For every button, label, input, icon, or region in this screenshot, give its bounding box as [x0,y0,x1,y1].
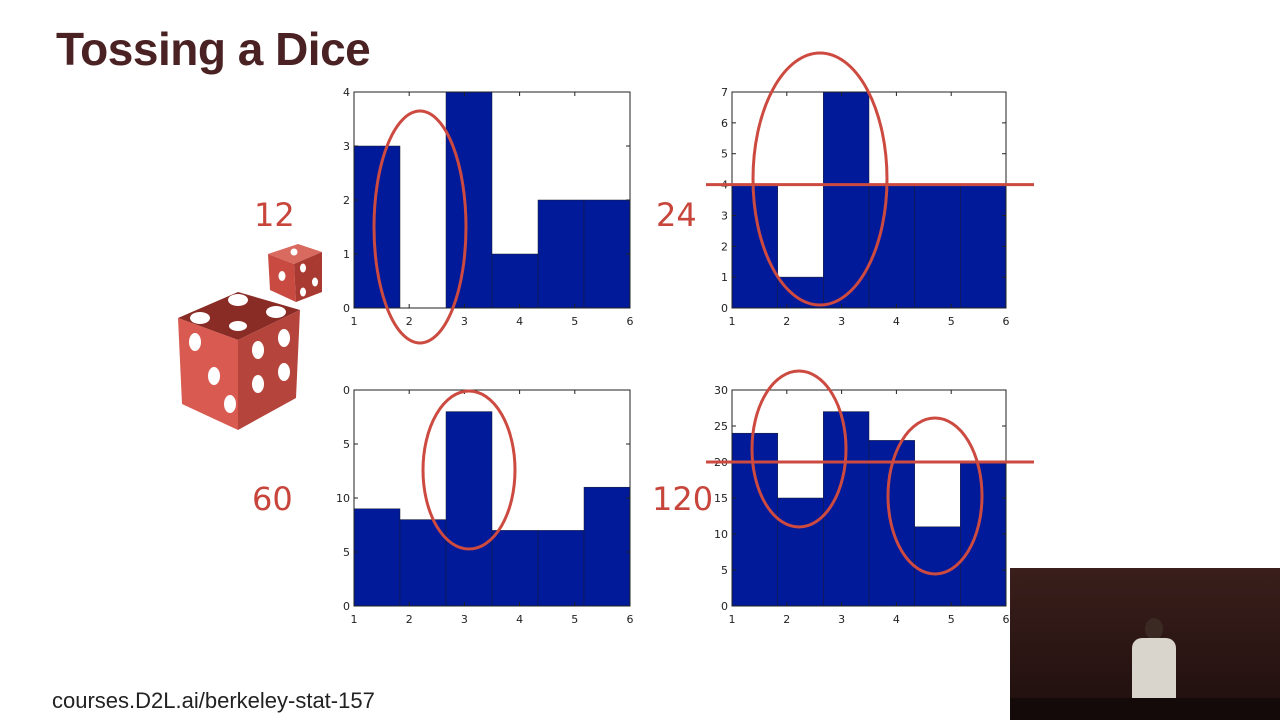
presenter-body [1132,638,1176,708]
bar-1 [353,508,401,607]
bar-4 [491,253,539,309]
y-tick-label: 0 [343,600,350,613]
x-tick-label: 2 [783,613,790,626]
bar-6 [960,461,1007,607]
y-tick-label: 0 [343,302,350,315]
bar-5 [537,199,585,309]
course-url: courses.D2L.ai/berkeley-stat-157 [52,688,375,713]
bar-3 [445,411,493,607]
x-tick-label: 5 [948,315,955,328]
dice-icon [178,244,322,430]
x-tick-label: 6 [627,613,634,626]
x-tick-label: 2 [406,613,413,626]
x-tick-label: 1 [351,315,358,328]
x-tick-label: 3 [838,315,845,328]
bar-1 [731,432,778,607]
y-tick-label: 7 [721,86,728,99]
x-tick-label: 4 [893,613,900,626]
bar-6 [583,199,631,309]
toss-count-120: 120 [652,480,714,518]
highlight-ellipse [421,389,517,551]
desk [1010,698,1280,720]
y-tick-label: 3 [343,140,350,153]
y-tick-label: 25 [714,420,728,433]
y-tick-label: 0 [721,302,728,315]
presenter-head [1145,618,1163,640]
slide-title: Tossing a Dice [56,23,371,75]
bar-3 [823,91,870,309]
y-tick-label: 5 [721,148,728,161]
x-tick-label: 5 [948,613,955,626]
y-tick-label: 15 [714,492,728,505]
x-tick-label: 1 [729,613,736,626]
highlight-ellipse [750,369,848,529]
x-tick-label: 4 [516,315,523,328]
x-tick-label: 3 [838,613,845,626]
annotation-layer [372,51,984,576]
y-tick-label: 2 [721,240,728,253]
bar-6 [960,184,1007,309]
y-tick-label: 1 [343,248,350,261]
x-tick-label: 6 [627,315,634,328]
x-tick-label: 2 [783,315,790,328]
y-tick-label: 0 [721,600,728,613]
webcam-presenter-video [1010,568,1280,720]
bar-4 [491,530,539,607]
bar-6 [583,486,631,607]
highlight-ellipse [372,109,468,345]
y-tick-label: 30 [714,384,728,397]
toss-count-12: 12 [254,196,295,234]
bar-2 [777,276,824,309]
bar-1 [353,145,401,309]
x-tick-label: 5 [571,613,578,626]
x-tick-label: 1 [729,315,736,328]
y-tick-label: 0 [343,384,350,397]
x-tick-label: 3 [461,613,468,626]
bar-2 [777,497,824,607]
y-tick-label: 1 [721,271,728,284]
x-tick-label: 6 [1003,613,1010,626]
bar-3 [445,91,493,309]
x-tick-label: 4 [516,613,523,626]
y-tick-label: 10 [336,492,350,505]
x-tick-label: 6 [1003,315,1010,328]
toss-count-24: 24 [656,196,697,234]
x-tick-label: 4 [893,315,900,328]
y-tick-label: 3 [721,209,728,222]
x-tick-label: 2 [406,315,413,328]
histogram-24: 01234567123456 [706,86,1034,328]
y-tick-label: 10 [714,528,728,541]
toss-count-60: 60 [252,480,293,518]
y-tick-label: 5 [343,546,350,559]
x-tick-label: 1 [351,613,358,626]
y-tick-label: 4 [343,86,350,99]
y-tick-label: 2 [343,194,350,207]
y-tick-label: 5 [343,438,350,451]
bar-5 [914,526,961,607]
x-tick-label: 5 [571,315,578,328]
y-tick-label: 6 [721,117,728,130]
bar-5 [914,184,961,309]
highlight-ellipse [751,51,889,307]
x-tick-label: 3 [461,315,468,328]
bar-5 [537,530,585,607]
highlight-ellipse [886,416,984,576]
y-tick-label: 5 [721,564,728,577]
